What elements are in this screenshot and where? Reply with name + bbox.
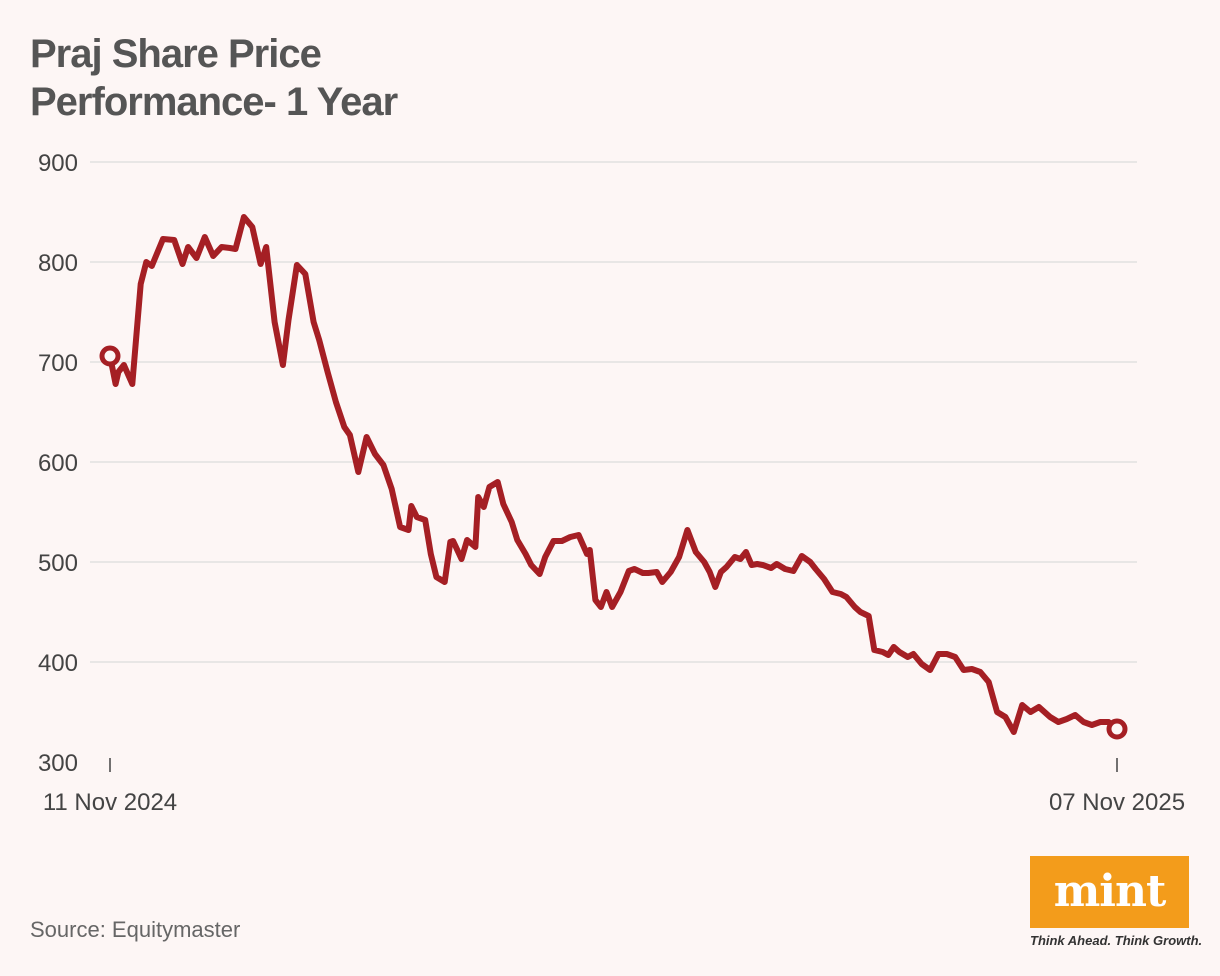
series-line (107, 214, 1120, 735)
y-tick-label: 900 (38, 150, 78, 177)
start-point-marker (99, 345, 121, 367)
end-point-marker (1106, 718, 1128, 740)
y-tick-label: 600 (38, 450, 78, 477)
y-tick-label: 500 (38, 550, 78, 577)
y-tick-label: 400 (38, 650, 78, 677)
source-note: Source: Equitymaster (30, 917, 241, 942)
x-tick-label-end: 07 Nov 2025 (1049, 789, 1185, 816)
y-tick-label: 300 (38, 750, 78, 777)
y-tick-label: 700 (38, 350, 78, 377)
mint-logo-word: mint (1053, 866, 1167, 917)
y-tick-label: 800 (38, 250, 78, 277)
chart-title-line-1: Praj Share Price (30, 32, 322, 76)
mint-logo: mint (1030, 856, 1189, 928)
chart-title-line-2: Performance- 1 Year (30, 80, 398, 124)
x-tick-label-start: 11 Nov 2024 (43, 789, 177, 816)
chart-title: Praj Share Price Performance- 1 Year (30, 30, 398, 126)
mint-tagline: Think Ahead. Think Growth. (1030, 933, 1203, 948)
